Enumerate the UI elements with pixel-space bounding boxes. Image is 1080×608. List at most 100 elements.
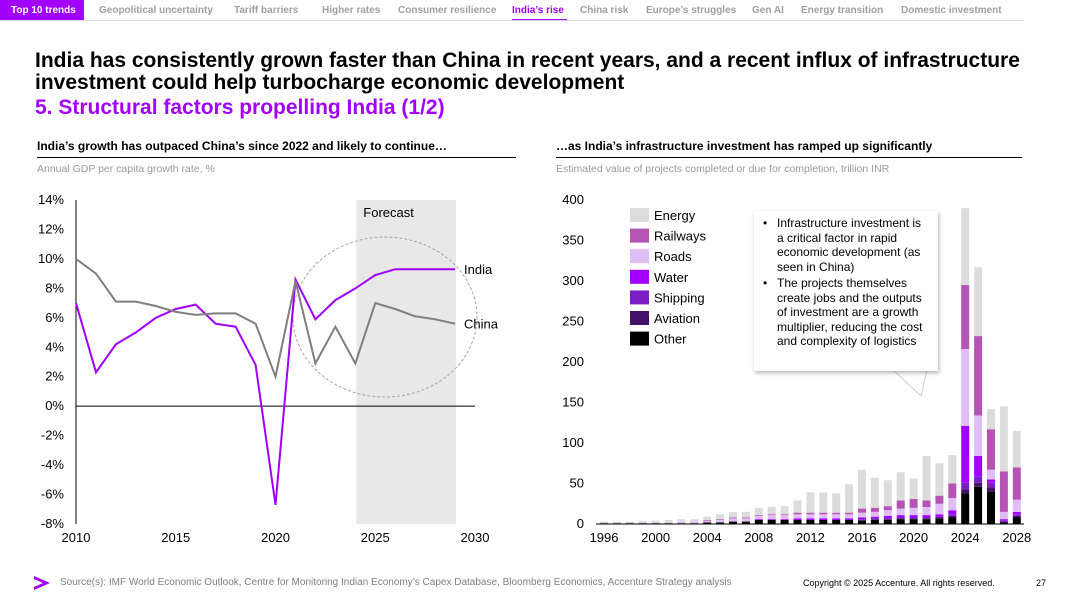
bar-segment: [883, 480, 892, 507]
nav-tab[interactable]: Higher rates: [322, 5, 381, 16]
legend-swatch: [630, 290, 649, 305]
series-line-china: [75, 258, 456, 381]
bar-segment: [819, 518, 828, 520]
series-line-india: [75, 268, 455, 506]
bar-segment: [974, 267, 983, 337]
gdp-growth-line-chart: Forecast -8% -6% -4% -2% 0% 2% 4% 6% 8% 10% 12% 14% 2…: [38, 192, 499, 545]
bar-segment: [1012, 514, 1021, 516]
bar-segment: [664, 519, 673, 523]
bar-segment: [896, 517, 905, 519]
accenture-logo-icon: [34, 576, 50, 590]
bar-segment: [948, 515, 957, 518]
bar-segment: [961, 208, 970, 286]
bar-segment: [870, 511, 879, 517]
series-label-china: China: [464, 317, 499, 332]
nav-tab[interactable]: Geopolitical uncertainty: [99, 5, 213, 16]
bar-segment: [754, 507, 763, 516]
nav-tab[interactable]: Gen AI: [752, 5, 784, 16]
y-tick-label: 6%: [45, 310, 64, 325]
nav-tab[interactable]: Top 10 trends: [0, 0, 84, 21]
bar-segment: [896, 508, 905, 516]
bar-segment: [974, 486, 983, 524]
nav-tab[interactable]: Tariff barriers: [234, 5, 299, 16]
bar-segment: [935, 514, 944, 517]
bar-segment: [858, 520, 866, 524]
y-tick-label: -4%: [41, 457, 65, 472]
bar-segment: [922, 515, 931, 518]
bar-segment: [909, 517, 918, 519]
bar-segment: [600, 521, 608, 523]
bar-segment: [935, 463, 944, 496]
legend-swatch: [630, 208, 649, 222]
legend-swatch: [630, 331, 649, 346]
bar-segment: [909, 515, 918, 518]
bar-segment: [651, 522, 660, 524]
bar-segment: [870, 516, 879, 519]
nav-tab[interactable]: Consumer resilience: [398, 5, 497, 16]
y-tick-label: 50: [570, 476, 584, 491]
bar-segment: [922, 455, 931, 501]
nav-tab[interactable]: India’s rise: [512, 5, 564, 16]
y-tick-label: 14%: [38, 192, 64, 207]
bar-segment: [909, 518, 918, 520]
bar-segment: [819, 514, 828, 519]
bar-segment: [999, 522, 1008, 524]
bar-segment: [1012, 515, 1021, 518]
bar-segment: [935, 503, 944, 515]
bar-segment: [883, 506, 892, 511]
y-tick-label: 4%: [45, 339, 64, 354]
y-tick-label: 300: [562, 273, 584, 288]
bar-segment: [896, 515, 905, 518]
page-number: 27: [1036, 578, 1047, 588]
bar-segment: [922, 506, 931, 516]
legend-label: Railways: [654, 229, 707, 244]
legend-swatch: [630, 269, 649, 284]
nav-tab[interactable]: Domestic investment: [901, 5, 1002, 16]
nav-tab[interactable]: Energy transition: [801, 5, 884, 16]
bar-segment: [806, 514, 815, 519]
bar-segment: [677, 523, 686, 524]
bar-segment: [767, 506, 776, 515]
legend-label: Water: [654, 270, 689, 285]
bar-segment: [845, 519, 854, 524]
forecast-band: [356, 200, 457, 524]
bar-segment: [780, 514, 789, 516]
bar-segment: [716, 522, 725, 524]
bar-segment: [767, 519, 776, 520]
bar-segment: [961, 482, 970, 490]
nav-tab[interactable]: Europe’s struggles: [646, 5, 737, 16]
bar-segment: [999, 406, 1008, 472]
bar-segment: [948, 514, 957, 516]
bar-segment: [638, 520, 647, 523]
bar-segment: [703, 516, 712, 520]
forecast-label: Forecast: [363, 205, 414, 220]
bar-segment: [625, 523, 634, 524]
bar-segment: [741, 517, 750, 519]
bar-segment: [819, 492, 828, 513]
y-tick-label: 12%: [38, 221, 64, 236]
callout-tail: [893, 370, 928, 397]
bar-segment: [845, 484, 854, 513]
bar-segment: [1012, 511, 1021, 515]
bar-segment: [729, 521, 737, 524]
bar-segment: [999, 511, 1008, 520]
bar-segment: [961, 349, 970, 426]
bar-segment: [948, 498, 957, 511]
bar-segment: [858, 508, 866, 513]
callout-box: Infrastructure investment is a critical …: [754, 211, 938, 371]
y-tick-label: 200: [562, 354, 584, 369]
y-tick-label: 250: [562, 314, 584, 329]
bar-segment: [600, 522, 608, 524]
bar-segment: [651, 520, 660, 523]
nav-tab[interactable]: China risk: [580, 5, 629, 16]
top-nav: Top 10 trends Geopolitical uncertainty Tar…: [0, 0, 1080, 21]
bar-segment: [858, 512, 866, 518]
x-tick-label: 2028: [1002, 530, 1031, 545]
bar-segment: [741, 511, 750, 518]
bar-segment: [664, 522, 673, 524]
bar-segment: [832, 518, 841, 520]
bar-segment: [909, 519, 918, 524]
bar-segment: [845, 512, 854, 515]
x-tick-label: 2004: [693, 530, 722, 545]
series-label-india: India: [464, 262, 493, 277]
